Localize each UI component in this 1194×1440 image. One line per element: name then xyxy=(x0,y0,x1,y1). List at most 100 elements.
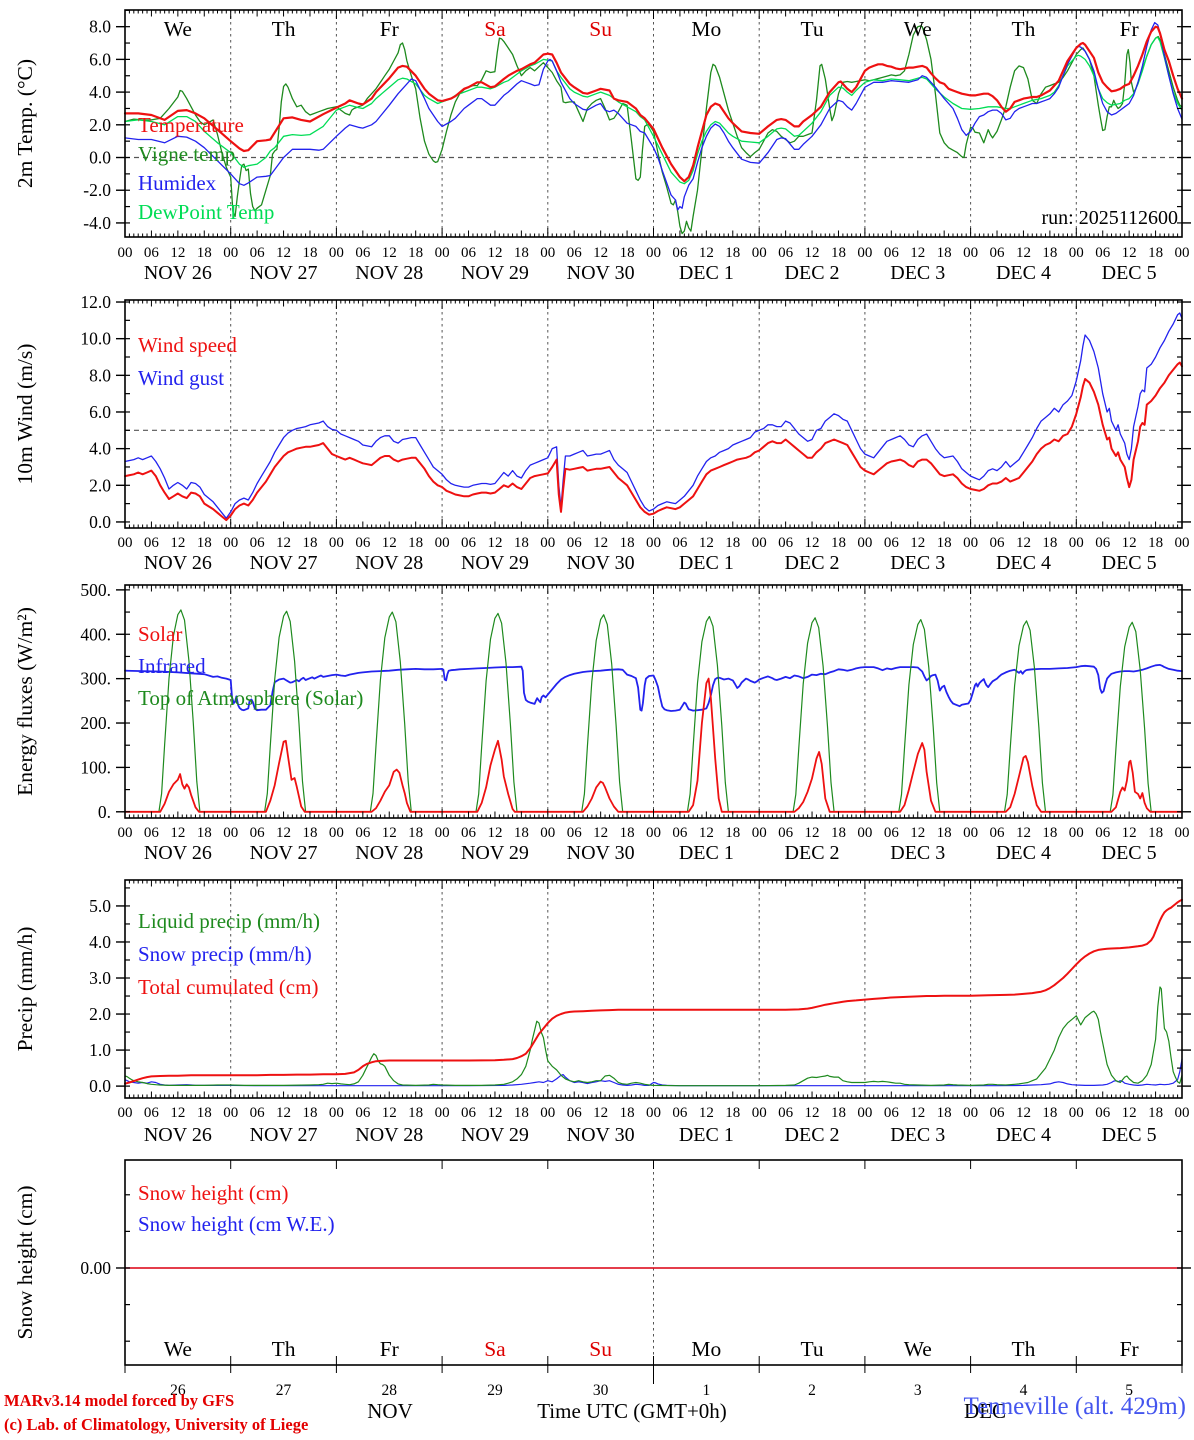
time-tick-label: 00 xyxy=(752,1105,767,1121)
time-tick-label: 00 xyxy=(435,245,450,261)
date-label: DEC 5 xyxy=(1102,262,1157,284)
time-tick-label: 00 xyxy=(752,825,767,841)
time-tick-label: 18 xyxy=(302,535,317,551)
day-gridlines xyxy=(230,300,1077,528)
time-tick-label: 00 xyxy=(435,825,450,841)
time-tick-label: 18 xyxy=(831,825,846,841)
time-tick-label: 06 xyxy=(355,1105,371,1121)
time-tick-label: 12 xyxy=(910,1105,925,1121)
time-tick-label: 12 xyxy=(1016,825,1031,841)
month-label-nov: NOV xyxy=(367,1399,413,1423)
date-number: 28 xyxy=(382,1382,398,1399)
time-tick-label: 12 xyxy=(487,825,502,841)
time-tick-label: 18 xyxy=(725,1105,740,1121)
time-tick-label: 18 xyxy=(1042,1105,1057,1121)
time-tick-label: 06 xyxy=(250,245,266,261)
day-gridlines xyxy=(230,880,1077,1098)
legend-temperature-0: Temperature xyxy=(138,113,244,137)
date-label: NOV 30 xyxy=(567,842,635,864)
legend-wind-0: Wind speed xyxy=(138,333,237,357)
time-tick-label: 18 xyxy=(725,825,740,841)
time-tick-label: 12 xyxy=(1016,1105,1031,1121)
time-tick-label: 12 xyxy=(487,1105,502,1121)
hour-ticks xyxy=(124,585,1183,818)
time-tick-label: 18 xyxy=(1148,245,1163,261)
time-tick-label: 18 xyxy=(620,245,635,261)
date-label: DEC 5 xyxy=(1102,842,1157,864)
time-tick-label: 18 xyxy=(302,1105,317,1121)
time-tick-label: 12 xyxy=(276,535,291,551)
y-tick-label: 400. xyxy=(80,624,111,644)
time-tick-label: 00 xyxy=(1175,825,1190,841)
time-tick-label: 06 xyxy=(567,1105,583,1121)
time-tick-label: 12 xyxy=(805,535,820,551)
time-tick-label: 18 xyxy=(1042,245,1057,261)
time-tick-label: 00 xyxy=(752,245,767,261)
time-tick-label: 00 xyxy=(540,825,555,841)
series-infrared xyxy=(124,664,1183,712)
time-tick-label: 00 xyxy=(1175,535,1190,551)
series-wind-speed xyxy=(124,361,1183,522)
time-tick-label: 06 xyxy=(990,825,1006,841)
time-tick-label: 18 xyxy=(937,245,952,261)
y-axis-title: Precip (mm/h) xyxy=(13,927,37,1052)
time-tick-label: 12 xyxy=(276,825,291,841)
date-number: 5 xyxy=(1125,1382,1133,1399)
date-label: DEC 2 xyxy=(785,552,840,574)
weekday-label: Th xyxy=(1012,1337,1036,1361)
legend-snow-height-1: Snow height (cm W.E.) xyxy=(138,1212,335,1236)
weekday-label: Th xyxy=(272,17,296,41)
time-tick-label: 12 xyxy=(1122,1105,1137,1121)
time-tick-label: 06 xyxy=(461,245,477,261)
y-tick-label: 1.0 xyxy=(89,1040,111,1060)
time-tick-label: 00 xyxy=(1069,825,1084,841)
time-tick-label: 06 xyxy=(355,535,371,551)
time-tick-label: 12 xyxy=(276,245,291,261)
legend-temperature-2: Humidex xyxy=(138,171,217,195)
time-tick-label: 18 xyxy=(725,245,740,261)
y-tick-label: 10.0 xyxy=(80,329,111,349)
time-tick-label: 00 xyxy=(223,245,238,261)
time-tick-label: 18 xyxy=(197,1105,212,1121)
time-tick-label: 12 xyxy=(487,245,502,261)
hour-ticks xyxy=(124,880,1183,1098)
time-tick-label: 18 xyxy=(408,825,423,841)
weekday-label: Th xyxy=(272,1337,296,1361)
time-tick-label: 06 xyxy=(567,245,583,261)
time-tick-label: 06 xyxy=(672,1105,688,1121)
date-number: 2 xyxy=(808,1382,816,1399)
date-label: NOV 28 xyxy=(355,552,423,574)
date-label: NOV 27 xyxy=(250,1124,318,1146)
run-label: run: 2025112600 xyxy=(1041,207,1178,229)
time-tick-label: 06 xyxy=(990,1105,1006,1121)
series-wind-gust xyxy=(124,312,1183,519)
time-tick-label: 18 xyxy=(1042,825,1057,841)
time-tick-label: 00 xyxy=(963,825,978,841)
y-tick-label: 4.0 xyxy=(89,82,111,102)
time-tick-label: 00 xyxy=(646,245,661,261)
time-tick-label: 06 xyxy=(144,1105,160,1121)
time-tick-label: 00 xyxy=(329,825,344,841)
time-tick-label: 06 xyxy=(250,535,266,551)
time-tick-label: 00 xyxy=(1069,245,1084,261)
time-tick-label: 00 xyxy=(329,535,344,551)
date-label: NOV 28 xyxy=(355,842,423,864)
time-tick-label: 06 xyxy=(250,825,266,841)
time-tick-label: 00 xyxy=(223,535,238,551)
series-humidex xyxy=(124,21,1183,211)
time-tick-label: 18 xyxy=(831,535,846,551)
date-label: DEC 3 xyxy=(890,842,945,864)
weekday-label: Fr xyxy=(1120,1337,1139,1361)
time-tick-label: 12 xyxy=(910,245,925,261)
time-tick-label: 00 xyxy=(1175,1105,1190,1121)
weekday-label: We xyxy=(164,1337,192,1361)
time-tick-label: 18 xyxy=(831,245,846,261)
hour-ticks xyxy=(124,1160,1183,1373)
date-label: NOV 27 xyxy=(250,552,318,574)
weekday-label: Tu xyxy=(800,17,823,41)
time-tick-label: 06 xyxy=(1095,1105,1111,1121)
weekday-label: Sa xyxy=(484,17,506,41)
panel-snow-height: 0.00 Snow height (cm) Snow height (cm) Snow… xyxy=(13,1159,1191,1399)
time-tick-label: 00 xyxy=(540,535,555,551)
date-label: DEC 5 xyxy=(1102,1124,1157,1146)
